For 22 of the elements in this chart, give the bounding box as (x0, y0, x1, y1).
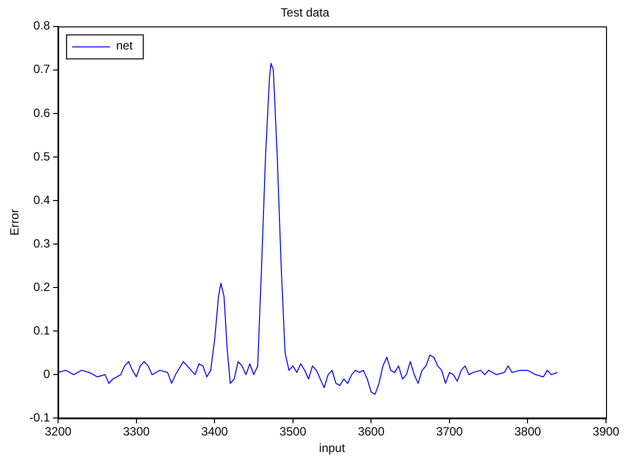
x-tick-label: 3500 (280, 424, 307, 439)
y-tick-label: 0.5 (33, 149, 50, 164)
x-tick-label: 3400 (201, 424, 228, 439)
x-tick-label: 3800 (514, 424, 542, 439)
legend-label: net (116, 38, 134, 53)
y-tick-label: -0.1 (29, 410, 50, 425)
y-tick-label: 0 (43, 366, 50, 381)
y-tick-label: 0.4 (33, 192, 50, 207)
y-tick-label: 0.8 (33, 18, 50, 33)
x-axis-title: input (319, 441, 346, 456)
chart-title: Test data (280, 6, 330, 20)
x-tick-label: 3600 (358, 424, 385, 439)
x-tick-label: 3200 (44, 424, 72, 439)
y-tick-label: 0.2 (33, 280, 50, 294)
x-tick-label: 3700 (436, 424, 464, 439)
y-axis-title: Error (8, 208, 22, 236)
y-tick-label: 0.3 (33, 236, 50, 250)
y-tick-label: 0.1 (33, 323, 50, 338)
y-tick-label: 0.6 (33, 106, 50, 120)
x-tick-label: 3300 (123, 424, 150, 439)
x-tick-label: 3900 (592, 424, 620, 439)
y-tick-label: 0.7 (33, 62, 50, 76)
